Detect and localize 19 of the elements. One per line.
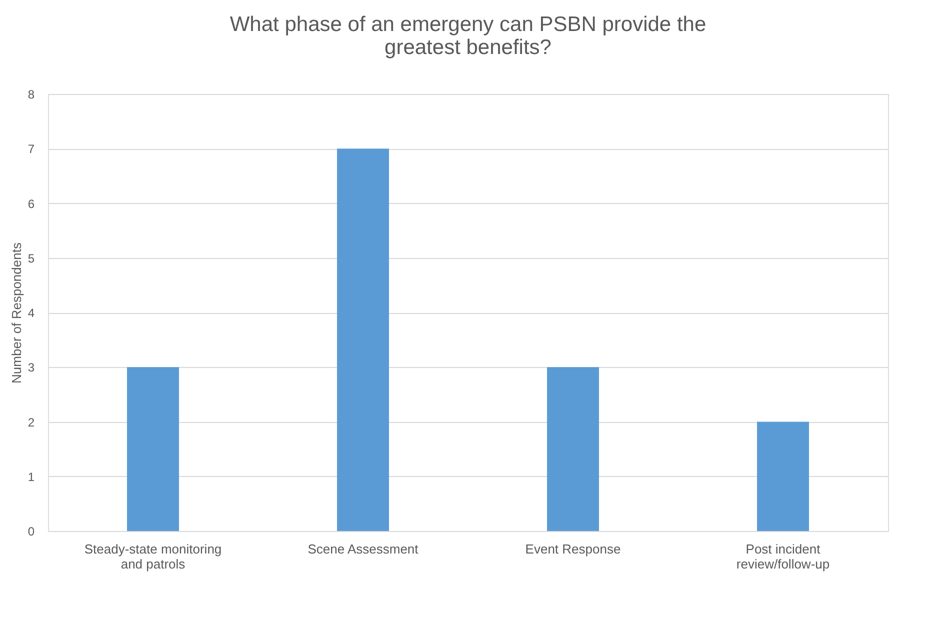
y-axis-title: Number of Respondents [8, 242, 24, 384]
y-tick-label: 0 [28, 524, 35, 538]
y-tick-label: 4 [28, 306, 35, 320]
y-tick-label: 3 [28, 360, 35, 375]
bar [127, 367, 179, 531]
y-tick-label: 1 [28, 470, 35, 484]
x-tick-label: Steady-state monitoring and patrols [84, 542, 222, 572]
y-tick-label: 6 [28, 196, 35, 211]
x-tick-label: Post incident review/follow-up [736, 542, 830, 572]
y-tick-label: 8 [28, 88, 35, 102]
x-tick-label: Event Response [525, 542, 621, 556]
y-tick-label: 7 [28, 142, 35, 156]
bar [337, 148, 389, 531]
bar [757, 422, 809, 531]
x-tick-label: Scene Assessment [308, 542, 419, 556]
bar [547, 367, 599, 531]
y-tick-label: 5 [28, 251, 35, 266]
chart-title: What phase of an emergeny can PSBN provide the greatest benefits? [230, 13, 706, 59]
y-tick-label: 2 [28, 415, 35, 430]
